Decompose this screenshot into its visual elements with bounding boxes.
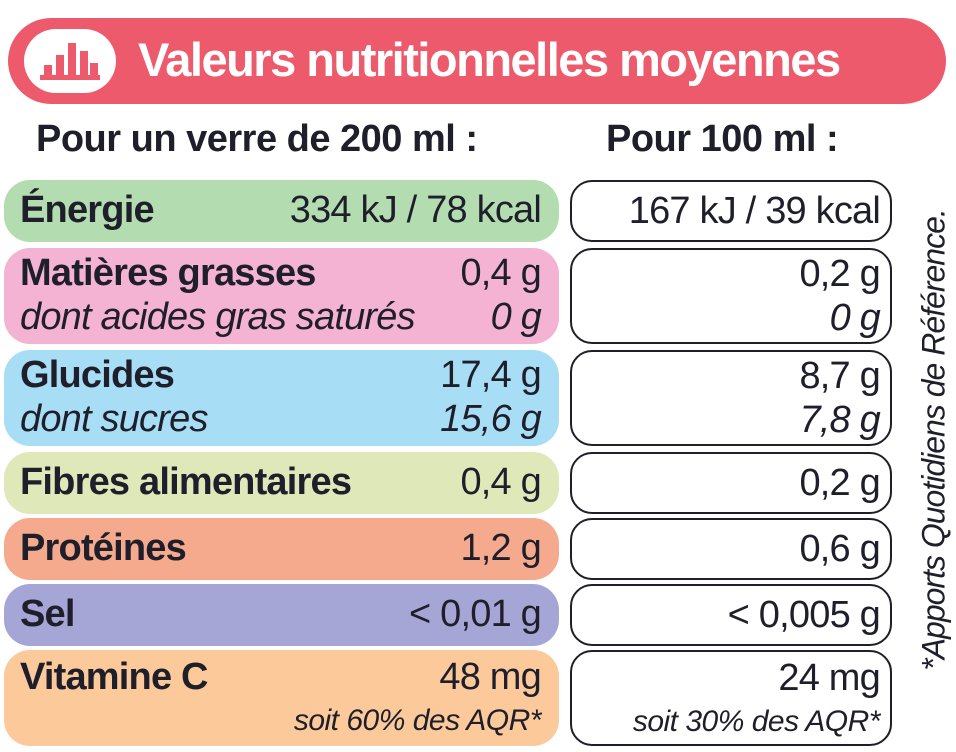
nutrient-row-energie: Énergie 334 kJ / 78 kcal bbox=[4, 180, 559, 242]
nutrient-row-sel: Sel < 0,01 g bbox=[4, 584, 559, 646]
nutrient-value-100ml: 0,2 g bbox=[799, 462, 880, 504]
nutrient-cell-100ml-proteines: 0,6 g bbox=[570, 518, 892, 580]
nutrient-cell-100ml-sel: < 0,005 g bbox=[570, 584, 892, 646]
nutrient-label: Énergie bbox=[20, 189, 155, 231]
nutrient-value-200ml: 334 kJ / 78 kcal bbox=[289, 189, 542, 231]
nutrient-row-glucides: Glucides 17,4 g dont sucres 15,6 g bbox=[4, 350, 559, 446]
column-header-200ml: Pour un verre de 200 ml : bbox=[36, 118, 478, 160]
nutrient-cell-100ml-matieres-grasses: 0,2 g 0 g bbox=[570, 248, 892, 344]
nutrient-sub-value-100ml: 7,8 g bbox=[799, 399, 880, 441]
nutrient-row-fibres: Fibres alimentaires 0,4 g bbox=[4, 452, 559, 514]
nutrient-value-200ml: < 0,01 g bbox=[409, 593, 542, 635]
nutrient-sub-value-100ml: 0 g bbox=[829, 297, 881, 339]
nutrient-sub-label: dont sucres bbox=[20, 398, 208, 440]
nutrient-cell-100ml-vitamine-c: 24 mg soit 30% des AQR* bbox=[570, 650, 892, 746]
nutrient-cell-100ml-fibres: 0,2 g bbox=[570, 452, 892, 514]
nutrient-row-vitamine-c: Vitamine C 48 mg soit 60% des AQR* bbox=[4, 650, 559, 746]
nutrient-cell-100ml-glucides: 8,7 g 7,8 g bbox=[570, 350, 892, 446]
page-title: Valeurs nutritionnelles moyennes bbox=[138, 33, 841, 86]
title-banner: Valeurs nutritionnelles moyennes bbox=[8, 18, 946, 104]
nutrient-row-proteines: Protéines 1,2 g bbox=[4, 518, 559, 580]
nutrient-row-matieres-grasses: Matières grasses 0,4 g dont acides gras … bbox=[4, 248, 559, 344]
nutrient-value-100ml: 0,2 g bbox=[799, 253, 880, 295]
nutrient-value-100ml: 24 mg bbox=[778, 657, 880, 699]
nutrient-cell-100ml-energie: 167 kJ / 39 kcal bbox=[570, 180, 892, 242]
nutrient-sub-value-200ml: 15,6 g bbox=[440, 398, 542, 440]
column-header-100ml: Pour 100 ml : bbox=[606, 118, 839, 160]
nutrient-value-100ml: 8,7 g bbox=[799, 355, 880, 397]
nutrient-label: Vitamine C bbox=[20, 656, 209, 698]
nutrient-value-100ml: 0,6 g bbox=[799, 528, 880, 570]
nutrient-label: Sel bbox=[20, 593, 75, 635]
nutrient-value-200ml: 48 mg bbox=[439, 656, 541, 698]
nutrient-label: Fibres alimentaires bbox=[20, 461, 352, 503]
nutrient-value-200ml: 0,4 g bbox=[460, 461, 541, 503]
nutrient-sub-value-200ml: 0 g bbox=[490, 296, 542, 338]
nutrient-value-200ml: 0,4 g bbox=[460, 252, 541, 294]
bar-chart-icon bbox=[24, 29, 116, 93]
nutrient-label: Glucides bbox=[20, 354, 175, 396]
nutrient-sub-value-200ml: soit 60% des AQR* bbox=[293, 704, 542, 737]
nutrient-value-100ml: 167 kJ / 39 kcal bbox=[628, 190, 881, 232]
nutrient-sub-value-100ml: soit 30% des AQR* bbox=[632, 705, 881, 738]
nutrient-value-200ml: 17,4 g bbox=[440, 354, 542, 396]
nutrient-value-200ml: 1,2 g bbox=[460, 527, 541, 569]
nutrient-label: Protéines bbox=[20, 527, 187, 569]
nutrient-sub-label: dont acides gras saturés bbox=[20, 296, 416, 338]
nutrient-label: Matières grasses bbox=[20, 252, 316, 294]
footnote-aqr: *Apports Quotidiens de Référence. bbox=[915, 209, 952, 671]
nutrient-value-100ml: < 0,005 g bbox=[727, 594, 881, 636]
